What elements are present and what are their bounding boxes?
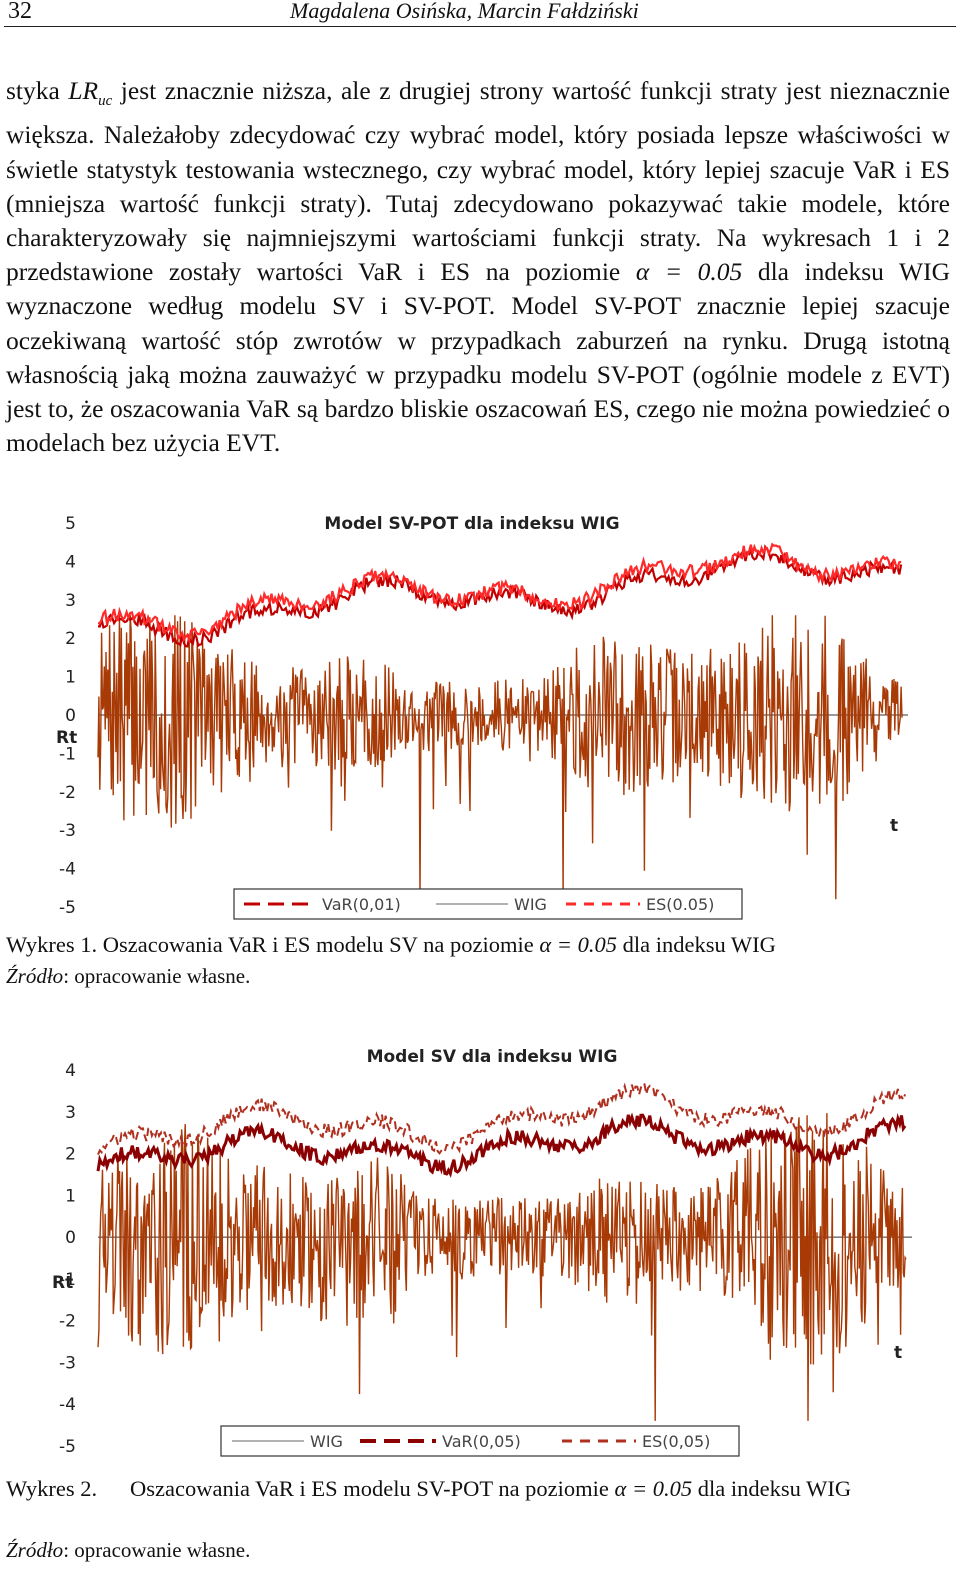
y-tick-label: 3 (65, 1103, 76, 1123)
y-tick-label: -1 (59, 1270, 76, 1290)
figure2-caption-label: Wykres 2. (6, 1476, 98, 1501)
page-header: 32 Magdalena Osińska, Marcin Fałdziński (4, 0, 956, 27)
alpha-expression: α = 0.05 (635, 257, 743, 287)
body-text-a: styka (6, 76, 69, 105)
y-tick-label: 0 (65, 1228, 76, 1248)
y-tick-label: 2 (65, 629, 76, 649)
x-axis-label: t (894, 1343, 902, 1363)
legend-label: WIG (514, 895, 547, 914)
series-es-line (97, 1082, 907, 1155)
body-paragraph: styka LRuc jest znacznie niższa, ale z d… (6, 74, 950, 460)
legend-label: ES(0.05) (646, 895, 714, 914)
lr-subscript: uc (98, 93, 113, 110)
figure1-source-text: : opracowanie własne. (63, 964, 251, 988)
figure2-source-text: : opracowanie własne. (63, 1538, 251, 1562)
legend-box (220, 1425, 740, 1457)
figure1-caption-a: Wykres 1. Oszacowania VaR i ES modelu SV… (6, 932, 540, 957)
x-axis-label: t (890, 816, 898, 836)
y-tick-label: 3 (65, 591, 76, 611)
y-tick-label: -4 (59, 1395, 76, 1415)
series-var-line (96, 1112, 907, 1178)
figure2-source: Źródło: opracowanie własne. (6, 1538, 250, 1563)
figure2-caption-b: dla indeksu WIG (692, 1476, 852, 1501)
chart-sv-pot: Model SV-POT dla indeksu WIG 5 4 3 2 1 0 -1 -2 -3… (56, 514, 908, 920)
legend-label: WIG (310, 1432, 343, 1451)
y-tick-label: 1 (65, 668, 76, 688)
lr-main: LR (68, 76, 99, 105)
figure2-alpha: α = 0.05 (614, 1476, 693, 1501)
y-tick-label: -2 (59, 783, 76, 803)
y-tick-label: 5 (65, 514, 76, 534)
y-tick-label: -5 (59, 898, 76, 918)
page-number: 32 (8, 0, 32, 24)
y-axis-label: Rt (52, 1273, 73, 1293)
figure1-source-label: Źródło (6, 964, 64, 988)
legend-label: VaR(0,05) (442, 1432, 521, 1451)
y-tick-label: 4 (65, 552, 76, 572)
chart-sv: Model SV dla indeksu WIG 4 3 2 1 0 -1 -2 -3 -4 -5 R… (52, 1047, 912, 1457)
y-tick-label: -3 (59, 1353, 76, 1373)
chart-title: Model SV dla indeksu WIG (367, 1047, 618, 1067)
lr-statistic: LRuc (68, 76, 112, 109)
body-text-c: dla indeksu WIG wyznaczone według modelu… (6, 257, 950, 458)
y-tick-label: 4 (65, 1061, 76, 1081)
figure1-caption: Wykres 1. Oszacowania VaR i ES modelu SV… (6, 930, 776, 960)
series-var-line (97, 544, 903, 648)
legend-label: VaR(0,01) (322, 895, 401, 914)
y-axis-label: Rt (56, 728, 77, 748)
y-tick-label: 2 (65, 1145, 76, 1165)
y-tick-label: -2 (59, 1312, 76, 1332)
running-head: Magdalena Osińska, Marcin Fałdziński (290, 0, 639, 23)
series-es-line (97, 542, 902, 645)
chart-title: Model SV-POT dla indeksu WIG (324, 514, 619, 534)
y-tick-label: -1 (59, 744, 76, 764)
y-tick-label: 0 (65, 706, 76, 726)
figure2-caption: Wykres 2. Oszacowania VaR i ES modelu SV-… (6, 1474, 950, 1504)
figure1-source: Źródło: opracowanie własne. (6, 964, 250, 989)
figure2-caption-a: Oszacowania VaR i ES modelu SV-POT na po… (130, 1476, 615, 1501)
figure1-caption-b: dla indeksu WIG (616, 932, 776, 957)
series-returns-line (97, 615, 903, 900)
y-tick-label: -4 (59, 860, 76, 880)
figure2-source-label: Źródło (6, 1538, 64, 1562)
figure1-alpha: α = 0.05 (539, 932, 617, 957)
y-tick-label: -3 (59, 821, 76, 841)
legend-label: ES(0,05) (642, 1432, 710, 1451)
series-returns-line (97, 1113, 907, 1421)
y-tick-label: 1 (65, 1186, 76, 1206)
y-tick-label: -5 (59, 1437, 76, 1457)
body-text-b: jest znacznie niższa, ale z drugiej stro… (6, 76, 950, 287)
